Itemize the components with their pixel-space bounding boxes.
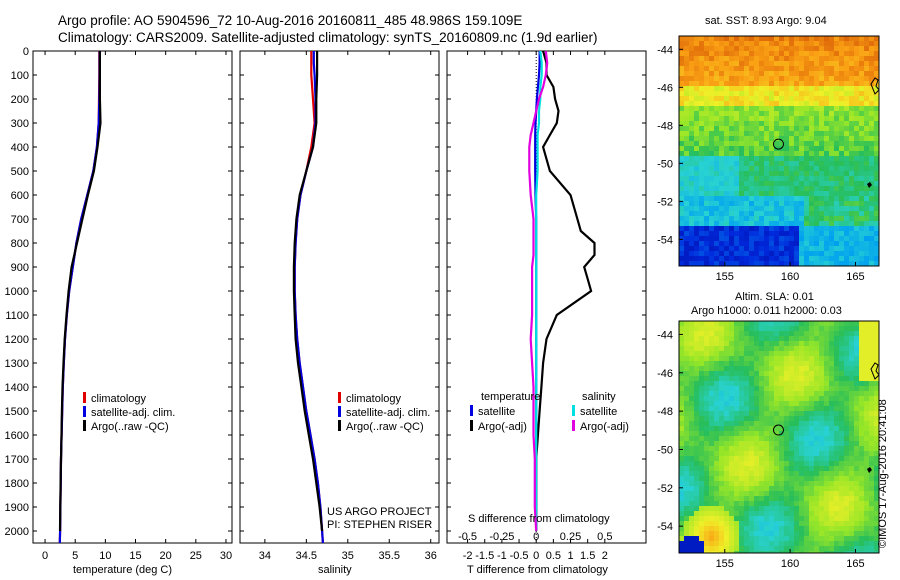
- series-line-argo-raw-qc-: [58, 51, 102, 532]
- x-tick-label: 1.5: [580, 550, 595, 562]
- x-tick-label: -1.5: [475, 550, 494, 562]
- y-tick-label: 1200: [5, 334, 29, 346]
- y-tick-label: 1100: [5, 310, 29, 322]
- y-tick-label: 0: [23, 46, 29, 58]
- temperature-plot-frame: [32, 50, 233, 544]
- diff-legend-sal-title: salinity: [582, 391, 616, 403]
- x-tick-label: 34.5: [296, 550, 317, 562]
- x-tick-label: 0: [533, 550, 539, 562]
- y-tick-label: 1000: [5, 286, 29, 298]
- x-tick-label: 35.5: [379, 550, 400, 562]
- sal-legend-argo: Argo(..raw -QC): [338, 420, 424, 433]
- series-line-argo-raw-qc-: [292, 51, 324, 532]
- sst-map-title: sat. SST: 8.93 Argo: 9.04: [705, 15, 827, 27]
- x-tick-label: 0.5: [546, 550, 561, 562]
- y-tick-label: 300: [11, 118, 29, 130]
- temp-legend-satellite: satellite-adj. clim.: [83, 406, 175, 419]
- series-line-climatology: [293, 51, 324, 544]
- difference-xlabel: T difference from climatology: [467, 564, 608, 576]
- diff-legend-temp-satellite: satellite: [470, 405, 515, 418]
- series-line-salinity-argo-adj-: [528, 50, 549, 532]
- imos-credit: ©IMOS 17-Aug-2016 20:41:08: [877, 399, 889, 548]
- x-tick-label: 10: [99, 550, 111, 562]
- temperature-plot: 0100200300400500600700800900100011001200…: [5, 46, 233, 562]
- x-tick-label: -2: [463, 550, 473, 562]
- salinity-plot: 34 34.5 35 35.5 36: [240, 50, 439, 562]
- y-tick-label: 700: [11, 214, 29, 226]
- x-top-tick-label: -0.25: [489, 531, 514, 543]
- y-tick-label: 1500: [5, 406, 29, 418]
- diff-legend-temp-argo: Argo(-adj): [470, 420, 527, 433]
- temp-legend-argo: Argo(..raw -QC): [83, 420, 169, 433]
- y-tick-label: 100: [11, 70, 29, 82]
- series-line-satellite-adj-clim-: [293, 51, 324, 544]
- project-line1: US ARGO PROJECT: [327, 506, 432, 518]
- x-tick-label: 15: [129, 550, 141, 562]
- temperature-xlabel: temperature (deg C): [73, 564, 173, 576]
- y-tick-label: 1300: [5, 358, 29, 370]
- y-tick-label: 1800: [5, 478, 29, 490]
- x-tick-label: 1: [567, 550, 573, 562]
- x-tick-label: 34: [259, 550, 271, 562]
- salinity-xlabel: salinity: [318, 564, 352, 576]
- sla-map-title-line2: Argo h1000: 0.011 h2000: 0.03: [691, 305, 842, 317]
- difference-xlabel-top: S difference from climatology: [468, 513, 610, 525]
- x-top-tick-label: 0.25: [560, 531, 581, 543]
- diff-legend-sal-argo: Argo(-adj): [572, 420, 629, 433]
- x-tick-label: 36: [425, 550, 437, 562]
- x-top-tick-label: 0.5: [597, 531, 612, 543]
- x-tick-label: 5: [72, 550, 78, 562]
- header-line1: Argo profile: AO 5904596_72 10-Aug-2016 …: [58, 13, 523, 28]
- y-tick-label: 800: [11, 238, 29, 250]
- y-tick-label: 1400: [5, 382, 29, 394]
- x-tick-label: 35: [342, 550, 354, 562]
- y-tick-label: 900: [11, 262, 29, 274]
- y-tick-label: 2000: [5, 526, 29, 538]
- y-tick-label: 400: [11, 142, 29, 154]
- project-line2: PI: STEPHEN RISER: [327, 519, 433, 531]
- diff-legend-sal-satellite: satellite: [572, 405, 617, 418]
- x-tick-label: 0: [42, 550, 48, 562]
- series-line-climatology: [58, 51, 101, 544]
- diff-legend-temp-title: temperature: [481, 391, 541, 403]
- x-tick-label: 30: [220, 550, 232, 562]
- sal-legend-climatology: climatology: [338, 392, 401, 405]
- y-tick-label: 600: [11, 190, 29, 202]
- difference-plot: -2-1.5-1-0.500.511.52-0.5-0.2500.250.5: [447, 50, 646, 562]
- series-line-salinity-satellite: [535, 50, 543, 531]
- x-tick-label: 2: [602, 550, 608, 562]
- sla-map-title-line1: Altim. SLA: 0.01: [735, 291, 814, 303]
- y-tick-label: 1600: [5, 430, 29, 442]
- x-tick-label: -0.5: [510, 550, 529, 562]
- y-tick-label: 1700: [5, 454, 29, 466]
- sal-legend-satellite: satellite-adj. clim.: [338, 406, 430, 419]
- x-tick-label: -1: [497, 550, 507, 562]
- x-top-tick-label: -0.5: [458, 531, 477, 543]
- difference-plot-frame: [446, 50, 647, 544]
- temp-legend-climatology: climatology: [83, 392, 146, 405]
- x-tick-label: 20: [160, 550, 172, 562]
- header-line2: Climatology: CARS2009. Satellite-adjuste…: [58, 30, 598, 45]
- y-tick-label: 500: [11, 166, 29, 178]
- x-tick-label: 25: [190, 550, 202, 562]
- y-tick-label: 200: [11, 94, 29, 106]
- sla-map: [679, 321, 879, 553]
- sst-map: [679, 36, 879, 266]
- series-line-temperature-argo-adj-: [535, 50, 596, 531]
- series-line-satellite-adj-clim-: [58, 51, 101, 544]
- salinity-plot-frame: [239, 50, 440, 544]
- y-tick-label: 1900: [5, 502, 29, 514]
